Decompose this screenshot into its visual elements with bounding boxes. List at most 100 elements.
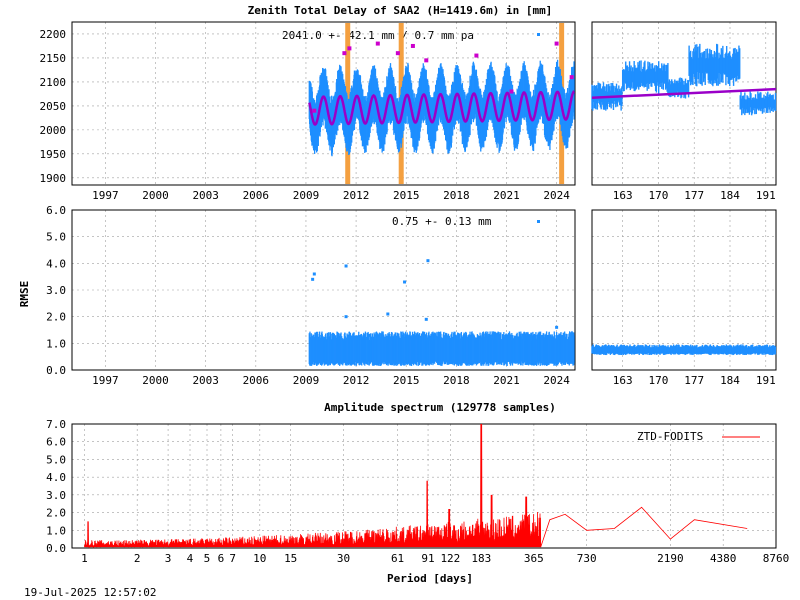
- ztd-xtick-label: 1997: [92, 189, 119, 202]
- spectrum-xtick-label: 4: [187, 552, 194, 565]
- spectrum-xtick-label: 122: [440, 552, 460, 565]
- ztd-ytick-label: 2200: [40, 28, 67, 41]
- ztd-annotation: 2041.0 +- 42.1 mm / 0.7 mm pa: [282, 29, 474, 42]
- rmse-ytick-label: 6.0: [46, 204, 66, 217]
- ztd-fit-curve: [308, 90, 575, 126]
- spectrum-ytick-label: 6.0: [46, 436, 66, 449]
- ztd-outlier-point: [509, 89, 514, 94]
- ztd-recent-xtick-label: 177: [684, 189, 704, 202]
- rmse-timeseries-panel: 1997 2000 2003 2006 2009 2012 2015 2018 2021 2024…: [46, 204, 576, 387]
- rmse-ytick-label: 4.0: [46, 257, 66, 270]
- spectrum-xtick-label: 365: [524, 552, 544, 565]
- rmse-legend-marker: [537, 220, 540, 223]
- rmse-outlier-point: [426, 259, 430, 263]
- spectrum-xtick-label: 2: [134, 552, 141, 565]
- ztd-xtick-label: 2000: [142, 189, 169, 202]
- rmse-ytick-label: 0.0: [46, 364, 66, 377]
- spectrum-panel: 1 2 3 4 5 6 7 10 15 30 61 91 122 183 365 730 2190 4380 876…: [46, 418, 789, 565]
- ztd-outlier-point: [395, 51, 400, 56]
- rmse-outlier-point: [344, 315, 348, 319]
- rmse-annotation: 0.75 +- 0.13 mm: [392, 215, 492, 228]
- ztd-outlier-point: [410, 43, 415, 48]
- ztd-recent-xtick-label: 191: [756, 189, 776, 202]
- rmse-recent-xtick-label: 184: [720, 374, 740, 387]
- spectrum-ytick-label: 0.0: [46, 542, 66, 555]
- spectrum-ytick-label: 4.0: [46, 471, 66, 484]
- rmse-outlier-point: [403, 280, 407, 284]
- rmse-outlier-point: [311, 277, 315, 281]
- rmse-xtick-label: 2015: [393, 374, 420, 387]
- ztd-outlier-point: [312, 108, 317, 113]
- spectrum-xtick-label: 7: [229, 552, 236, 565]
- ztd-outlier-point: [554, 41, 559, 46]
- figure-title: Zenith Total Delay of SAA2 (H=1419.6m) i…: [248, 4, 553, 17]
- spectrum-xtick-label: 4380: [710, 552, 737, 565]
- ztd-outlier-point: [424, 58, 429, 63]
- spectrum-xtick-label: 6: [218, 552, 225, 565]
- spectrum-xlabel: Period [days]: [387, 572, 473, 585]
- ztd-timeseries-panel: 1997 2000 2003 2006 2009 2012 2015 2018 2021 2024…: [40, 21, 576, 202]
- ztd-xtick-label: 2015: [393, 189, 420, 202]
- ztd-ytick-label: 2150: [40, 52, 67, 65]
- ztd-ytick-label: 2050: [40, 100, 67, 113]
- rmse-xtick-label: 2021: [493, 374, 520, 387]
- rmse-xtick-label: 2003: [192, 374, 219, 387]
- rmse-frame: [71, 209, 576, 371]
- rmse-ytick-label: 3.0: [46, 284, 66, 297]
- ztd-legend-marker: [537, 33, 540, 36]
- ztd-ytick-label: 2000: [40, 124, 67, 137]
- rmse-recent-xtick-label: 163: [613, 374, 633, 387]
- spectrum-title: Amplitude spectrum (129778 samples): [324, 401, 556, 414]
- rmse-ylabel: RMSE: [18, 281, 31, 308]
- ztd-xtick-label: 2006: [243, 189, 270, 202]
- spectrum-xtick-label: 3: [165, 552, 172, 565]
- rmse-ytick-label: 5.0: [46, 231, 66, 244]
- legend-label: ZTD-FODITS: [637, 430, 703, 443]
- ztd-outlier-point: [342, 51, 347, 56]
- ztd-outlier-point: [347, 46, 352, 51]
- ztd-ytick-label: 1900: [40, 172, 67, 185]
- rmse-recent-xtick-label: 177: [684, 374, 704, 387]
- spectrum-ytick-label: 5.0: [46, 453, 66, 466]
- ztd-recent-xtick-label: 184: [720, 189, 740, 202]
- spectrum-xtick-label: 5: [204, 552, 211, 565]
- spectrum-xtick-label: 183: [471, 552, 491, 565]
- ztd-xtick-label: 2018: [443, 189, 470, 202]
- rmse-xtick-label: 2012: [343, 374, 370, 387]
- ztd-frame: [71, 21, 576, 186]
- spectrum-xtick-label: 8760: [763, 552, 790, 565]
- rmse-ytick-label: 1.0: [46, 337, 66, 350]
- ztd-xtick-label: 2012: [343, 189, 370, 202]
- rmse-recent-frame: [591, 209, 777, 371]
- timestamp: 19-Jul-2025 12:57:02: [24, 586, 156, 599]
- ztd-recent-xtick-label: 170: [649, 189, 669, 202]
- spectrum-xtick-label: 91: [421, 552, 434, 565]
- ztd-recent-trend-line: [591, 87, 777, 99]
- rmse-xtick-label: 2006: [243, 374, 270, 387]
- spectrum-ytick-label: 3.0: [46, 489, 66, 502]
- rmse-outlier-point: [344, 264, 348, 268]
- ztd-outlier-point: [474, 53, 479, 58]
- spectrum-xtick-label: 1: [81, 552, 88, 565]
- ztd-xtick-label: 2009: [293, 189, 320, 202]
- rmse-outlier-point: [555, 325, 559, 329]
- spectrum-xtick-label: 10: [253, 552, 266, 565]
- ztd-ytick-label: 2100: [40, 76, 67, 89]
- spectrum-line: [84, 423, 748, 549]
- spectrum-xtick-label: 2190: [657, 552, 684, 565]
- spectrum-xtick-label: 15: [284, 552, 297, 565]
- spectrum-ytick-label: 1.0: [46, 524, 66, 537]
- rmse-xtick-label: 1997: [92, 374, 119, 387]
- ztd-outlier-point: [569, 75, 574, 80]
- spectrum-xtick-label: 30: [337, 552, 350, 565]
- rmse-outlier-point: [386, 312, 390, 316]
- spectrum-frame: [71, 423, 777, 549]
- ztd-ytick-label: 1950: [40, 148, 67, 161]
- rmse-xtick-label: 2000: [142, 374, 169, 387]
- rmse-recent-panel: 163 170 177 184 191: [591, 209, 777, 387]
- rmse-recent-xtick-label: 191: [756, 374, 776, 387]
- rmse-xtick-label: 2024: [543, 374, 570, 387]
- spectrum-ytick-label: 2.0: [46, 507, 66, 520]
- rmse-outlier-point: [424, 317, 428, 321]
